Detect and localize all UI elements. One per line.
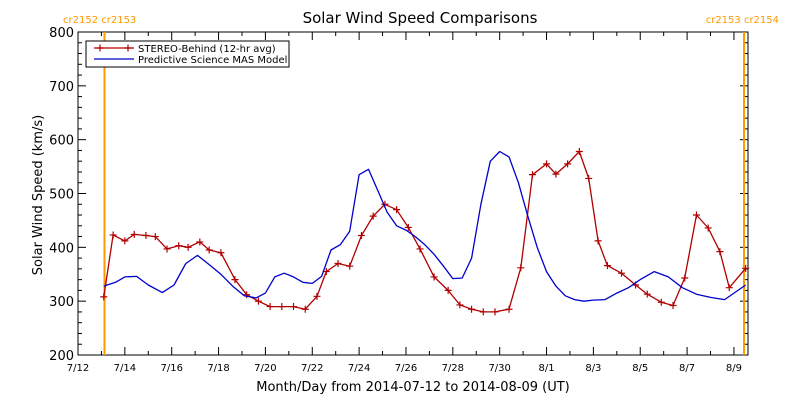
data-point-marker xyxy=(603,262,611,270)
data-point-marker xyxy=(196,238,204,246)
legend-marker xyxy=(96,44,104,52)
data-point-marker xyxy=(692,211,700,219)
y-tick-label: 600 xyxy=(49,134,74,149)
data-point-marker xyxy=(681,274,689,282)
data-point-marker xyxy=(109,231,117,239)
data-point-marker xyxy=(130,230,138,238)
legend: STEREO-Behind (12-hr avg) Predictive Sci… xyxy=(85,40,290,68)
data-point-marker xyxy=(217,249,225,257)
data-point-marker xyxy=(290,303,298,311)
data-point-marker xyxy=(444,286,452,294)
data-point-marker xyxy=(357,231,365,239)
data-point-marker xyxy=(479,308,487,316)
data-point-marker xyxy=(254,297,262,305)
data-point-marker xyxy=(175,242,183,250)
x-tick-label: 7/22 xyxy=(301,363,323,374)
x-tick-label: 7/12 xyxy=(67,363,89,374)
data-point-marker xyxy=(716,248,724,256)
data-point-marker xyxy=(243,291,251,299)
chart-title: Solar Wind Speed Comparisons xyxy=(303,9,538,27)
series-line-stereo-tail xyxy=(728,267,747,289)
x-tick-label: 7/20 xyxy=(254,363,276,374)
data-point-marker xyxy=(528,171,536,179)
x-tick-label: 7/28 xyxy=(442,363,464,374)
data-point-marker xyxy=(121,237,129,245)
series-layer xyxy=(100,148,750,316)
data-point-marker xyxy=(704,224,712,232)
x-axis-label: Month/Day from 2014-07-12 to 2014-08-09 … xyxy=(256,380,569,395)
data-point-marker xyxy=(543,160,551,168)
data-point-marker xyxy=(100,293,108,301)
data-point-marker xyxy=(594,237,602,245)
data-point-marker xyxy=(266,303,274,311)
x-tick-label: 8/1 xyxy=(538,363,554,374)
y-tick-label: 500 xyxy=(49,188,74,203)
data-point-marker xyxy=(301,305,309,313)
x-tick-label: 8/3 xyxy=(585,363,601,374)
data-point-marker xyxy=(552,170,560,178)
data-point-marker xyxy=(346,262,354,270)
data-point-marker xyxy=(184,243,192,251)
data-point-marker xyxy=(669,301,677,309)
data-point-marker xyxy=(151,233,159,241)
data-point-marker xyxy=(205,246,213,254)
data-point-marker xyxy=(231,276,239,284)
vertical-markers xyxy=(103,32,746,355)
series-line-model xyxy=(103,150,747,302)
x-tick-label: 7/24 xyxy=(348,363,370,374)
data-point-marker xyxy=(468,305,476,313)
data-point-marker xyxy=(404,223,412,231)
data-point-marker xyxy=(725,284,733,292)
data-point-marker xyxy=(575,148,583,156)
data-point-marker xyxy=(369,212,377,220)
plot-frame xyxy=(77,31,749,356)
data-point-marker xyxy=(393,206,401,214)
data-point-marker xyxy=(491,308,499,316)
data-point-marker xyxy=(517,264,525,272)
data-point-marker xyxy=(585,174,593,182)
legend-marker xyxy=(124,44,132,52)
data-point-marker xyxy=(416,245,424,253)
data-point-marker xyxy=(163,245,171,253)
x-tick-label: 7/16 xyxy=(160,363,182,374)
y-tick-label: 800 xyxy=(49,26,74,41)
x-tick-label: 8/9 xyxy=(726,363,742,374)
rotation-label-left: cr2152 cr2153 xyxy=(63,15,136,26)
data-point-marker xyxy=(142,231,150,239)
legend-label-stereo: STEREO-Behind (12-hr avg) xyxy=(138,44,276,55)
data-point-marker xyxy=(505,305,513,313)
data-point-marker xyxy=(278,303,286,311)
axis-ticks: 200 300 400 500 600 700 800 7/12 7/14 7/16 7/18 7/2… xyxy=(49,26,748,374)
x-tick-label: 8/7 xyxy=(679,363,695,374)
rotation-label-right: cr2153 cr2154 xyxy=(706,15,779,26)
data-point-marker xyxy=(430,273,438,281)
y-tick-label: 700 xyxy=(49,80,74,95)
data-point-marker xyxy=(456,301,464,309)
x-tick-label: 7/30 xyxy=(488,363,510,374)
data-point-marker xyxy=(657,298,665,306)
legend-box xyxy=(85,40,290,68)
x-tick-label: 8/5 xyxy=(632,363,648,374)
x-tick-label: 7/26 xyxy=(395,363,417,374)
y-tick-label: 400 xyxy=(49,241,74,256)
data-point-marker xyxy=(334,259,342,267)
x-tick-label: 7/14 xyxy=(114,363,136,374)
data-point-marker xyxy=(742,264,750,272)
legend-label-model: Predictive Science MAS Model xyxy=(138,55,287,66)
data-point-marker xyxy=(643,290,651,298)
data-point-marker xyxy=(564,160,572,168)
x-tick-label: 7/18 xyxy=(207,363,229,374)
y-axis-label: Solar Wind Speed (km/s) xyxy=(31,115,46,275)
data-point-marker xyxy=(313,292,321,300)
data-point-marker xyxy=(617,269,625,277)
y-tick-label: 300 xyxy=(49,295,74,310)
y-tick-label: 200 xyxy=(49,349,74,364)
